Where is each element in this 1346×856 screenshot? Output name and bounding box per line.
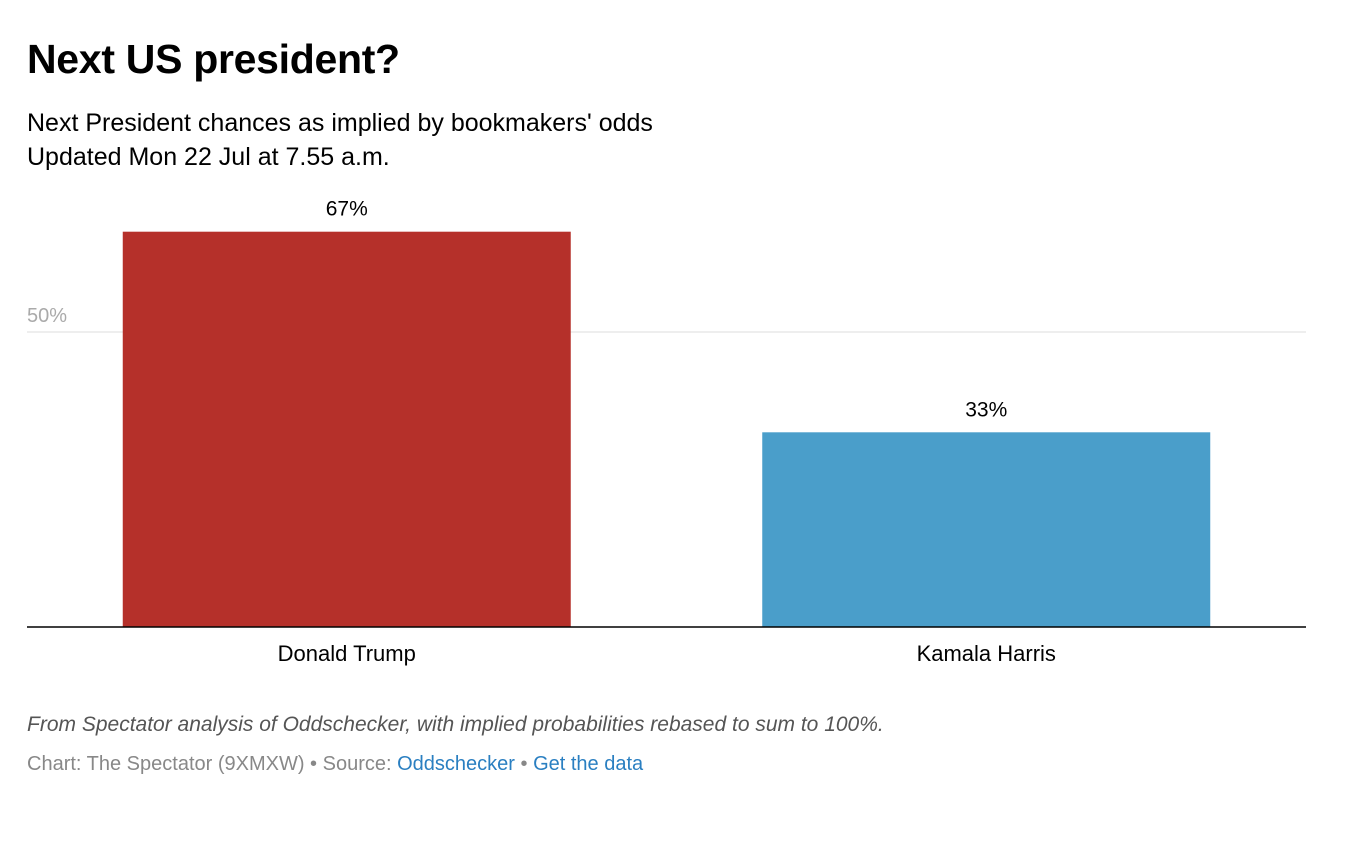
subtitle-line-2: Updated Mon 22 Jul at 7.55 a.m.: [27, 143, 390, 171]
bar: [122, 231, 571, 627]
subtitle-line-1: Next President chances as implied by boo…: [27, 109, 653, 137]
source-link[interactable]: Oddschecker: [397, 753, 515, 775]
bar-chart: 50% 67% Donald Trump 33% Kamala Harris: [27, 198, 1306, 666]
y-tick-label: 50%: [27, 305, 67, 327]
x-tick-label: Donald Trump: [278, 641, 416, 666]
footer-note: From Spectator analysis of Oddschecker, …: [27, 713, 884, 736]
data-label: 33%: [965, 398, 1007, 421]
get-the-data-link[interactable]: Get the data: [533, 753, 644, 775]
x-tick-label: Kamala Harris: [917, 641, 1056, 666]
bar: [762, 432, 1211, 627]
chart-subtitle: Next President chances as implied by boo…: [27, 106, 653, 174]
separator: •: [304, 753, 323, 775]
separator: •: [514, 753, 534, 775]
chart-title: Next US president?: [27, 36, 400, 82]
source-label: Source:: [322, 753, 398, 775]
credit-text: Chart: The Spectator (9XMXW): [27, 753, 305, 775]
data-label: 67%: [326, 198, 368, 221]
footer-credit: Chart: The Spectator (9XMXW) • Source: O…: [27, 753, 643, 776]
